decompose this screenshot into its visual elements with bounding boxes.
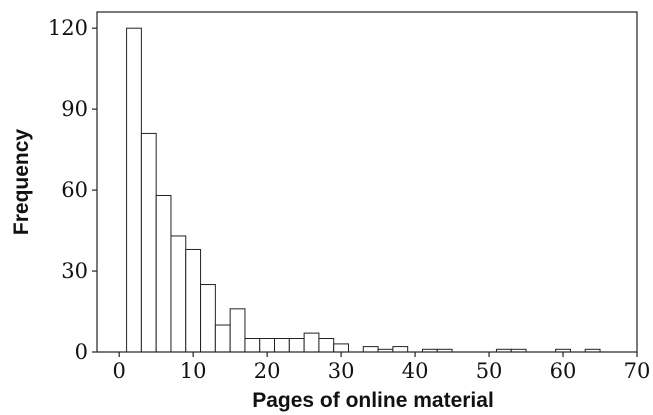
x-tick-label: 40 bbox=[402, 359, 429, 383]
histogram-bar bbox=[229, 308, 246, 353]
histogram-bar bbox=[185, 248, 202, 353]
y-tick-label: 30 bbox=[61, 259, 88, 283]
y-axis-ticks: 0 30 60 90 120 bbox=[48, 16, 97, 364]
histogram-bar bbox=[392, 346, 409, 353]
x-tick-label: 10 bbox=[180, 359, 207, 383]
bars-group bbox=[126, 27, 601, 353]
x-tick-label: 20 bbox=[254, 359, 281, 383]
plot-frame bbox=[96, 11, 638, 353]
y-axis-label: Frequency bbox=[10, 129, 33, 236]
histogram-bar bbox=[126, 27, 142, 353]
y-tick-label: 120 bbox=[48, 16, 88, 40]
x-axis-ticks: 0 10 20 30 40 50 60 70 bbox=[113, 352, 651, 383]
histogram-bar bbox=[200, 284, 216, 353]
x-tick-label: 70 bbox=[624, 359, 651, 383]
histogram-bar bbox=[333, 343, 350, 353]
histogram-bar bbox=[288, 338, 305, 353]
histogram-bar bbox=[244, 338, 261, 353]
histogram-bar bbox=[155, 194, 172, 353]
x-tick-label: 0 bbox=[113, 359, 126, 383]
histogram-bar bbox=[362, 346, 379, 353]
x-tick-label: 60 bbox=[550, 359, 577, 383]
histogram-bar bbox=[214, 324, 231, 353]
histogram-bar bbox=[140, 132, 157, 353]
x-axis-label: Pages of online material bbox=[252, 389, 494, 412]
x-tick-label: 30 bbox=[328, 359, 355, 383]
histogram-bar bbox=[274, 338, 290, 353]
y-tick-label: 0 bbox=[75, 340, 88, 364]
histogram-bar bbox=[259, 338, 276, 353]
y-tick-label: 90 bbox=[61, 97, 88, 121]
histogram-bar bbox=[303, 332, 320, 353]
histogram-bar bbox=[170, 235, 187, 353]
histogram-bar bbox=[318, 338, 335, 353]
y-tick-label: 60 bbox=[61, 178, 88, 202]
x-tick-label: 50 bbox=[476, 359, 503, 383]
